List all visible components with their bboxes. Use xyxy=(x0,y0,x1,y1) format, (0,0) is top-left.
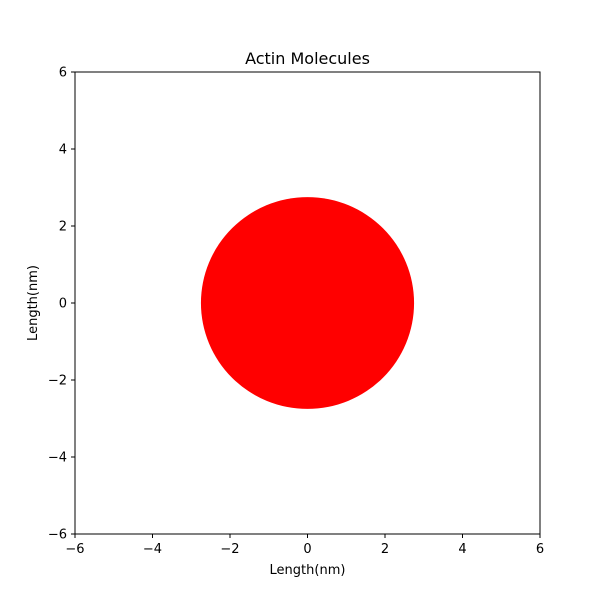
x-tick-label: 2 xyxy=(381,542,389,557)
y-axis-label: Length(nm) xyxy=(26,265,41,341)
y-tick-label: −6 xyxy=(48,528,67,543)
y-tick-label: 4 xyxy=(59,143,67,158)
y-tick-label: 0 xyxy=(59,297,67,312)
y-axis-ticks: −6 −4 −2 0 2 4 6 xyxy=(48,66,75,543)
x-tick-label: −2 xyxy=(220,542,239,557)
x-tick-label: −4 xyxy=(143,542,162,557)
chart-title: Actin Molecules xyxy=(245,49,370,68)
y-tick-label: −4 xyxy=(48,451,67,466)
x-axis-label: Length(nm) xyxy=(270,563,346,578)
x-tick-label: 4 xyxy=(458,542,466,557)
x-tick-label: 6 xyxy=(536,542,544,557)
x-tick-label: 0 xyxy=(303,542,311,557)
axes-frame xyxy=(74,71,541,535)
x-tick-label: −6 xyxy=(65,542,84,557)
y-tick-label: 6 xyxy=(59,66,67,81)
y-tick-label: −2 xyxy=(48,374,67,389)
actin-molecule-circle xyxy=(200,197,415,409)
x-axis-ticks: −6 −4 −2 0 2 4 6 xyxy=(65,534,544,557)
plot-area xyxy=(200,197,415,409)
y-tick-label: 2 xyxy=(59,220,67,235)
